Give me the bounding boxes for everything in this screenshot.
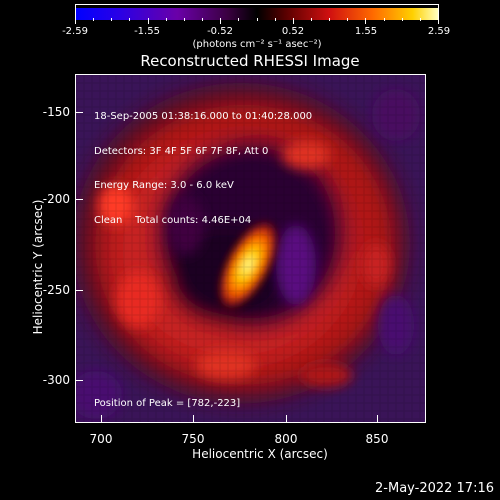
- colorbar: [75, 4, 439, 20]
- y-tick-mark: [75, 199, 83, 200]
- annotation-detectors: Detectors: 3F 4F 5F 6F 7F 8F, Att 0: [94, 145, 269, 157]
- colorbar-tick-mark: [220, 18, 222, 24]
- colorbar-tick-mark: [347, 18, 349, 21]
- x-tick-label: 800: [274, 432, 298, 446]
- colorbar-gradient: [76, 8, 438, 20]
- x-tick-mark: [193, 415, 194, 423]
- y-tick-mark: [75, 290, 83, 291]
- y-axis-label: Heliocentric Y (arcsec): [31, 199, 45, 335]
- colorbar-tick-mark: [401, 18, 403, 21]
- peak-position: Position of Peak = [782,-223]: [94, 398, 241, 409]
- colorbar-tick-mark: [147, 18, 149, 24]
- y-tick-mark: [75, 112, 83, 113]
- colorbar-tick-mark: [75, 18, 76, 24]
- x-tick-mark: [101, 415, 102, 423]
- colorbar-label: 2.59: [427, 26, 451, 37]
- colorbar-tick-mark: [274, 18, 276, 21]
- annotation-clean-counts: Clean Total counts: 4.46E+04: [94, 214, 252, 226]
- x-tick-mark: [377, 415, 378, 423]
- image-plot: [75, 74, 426, 423]
- colorbar-tick-mark: [111, 18, 113, 21]
- x-tick-label: 850: [365, 432, 389, 446]
- colorbar-units: (photons cm⁻² s⁻¹ asec⁻²): [192, 39, 322, 50]
- colorbar-label: -0.52: [207, 26, 233, 37]
- colorbar-label: -2.59: [62, 26, 88, 37]
- colorbar-tick-mark: [93, 18, 95, 21]
- colorbar-tick-mark: [238, 18, 240, 21]
- colorbar-tick-mark: [419, 18, 421, 21]
- x-axis-label: Heliocentric X (arcsec): [192, 447, 328, 461]
- colorbar-tick-mark: [310, 18, 312, 21]
- y-tick-label: -200: [42, 192, 70, 206]
- x-tick-mark: [286, 415, 287, 423]
- colorbar-tick-mark: [365, 18, 367, 24]
- colorbar-tick-mark: [165, 18, 167, 21]
- colorbar-tick-mark: [183, 18, 185, 21]
- y-tick-label: -150: [42, 105, 70, 119]
- colorbar-tick-mark: [202, 18, 204, 21]
- timestamp: 2-May-2022 17:16: [375, 481, 494, 496]
- colorbar-tick-mark: [383, 18, 385, 21]
- y-tick-mark: [75, 380, 83, 381]
- y-tick-label: -300: [42, 373, 70, 387]
- rhessi-image: [76, 75, 425, 422]
- colorbar-tick-mark: [329, 18, 331, 21]
- annotation-time-range: 18-Sep-2005 01:38:16.000 to 01:40:28.000: [94, 111, 313, 122]
- x-tick-label: 700: [89, 432, 113, 446]
- colorbar-tick-mark: [129, 18, 131, 21]
- colorbar-tick-mark: [256, 18, 258, 21]
- colorbar-label: 0.52: [281, 26, 305, 37]
- colorbar-tick-mark: [438, 18, 439, 24]
- colorbar-tick-mark: [292, 18, 294, 24]
- y-tick-label: -250: [42, 283, 70, 297]
- image-annotation: 18-Sep-2005 01:38:16.000 to 01:40:28.000…: [94, 88, 312, 238]
- colorbar-label: -1.55: [134, 26, 160, 37]
- colorbar-label: 1.55: [354, 26, 378, 37]
- x-tick-label: 750: [181, 432, 205, 446]
- plot-title: Reconstructed RHESSI Image: [140, 52, 360, 70]
- annotation-energy-range: Energy Range: 3.0 - 6.0 keV: [94, 180, 234, 191]
